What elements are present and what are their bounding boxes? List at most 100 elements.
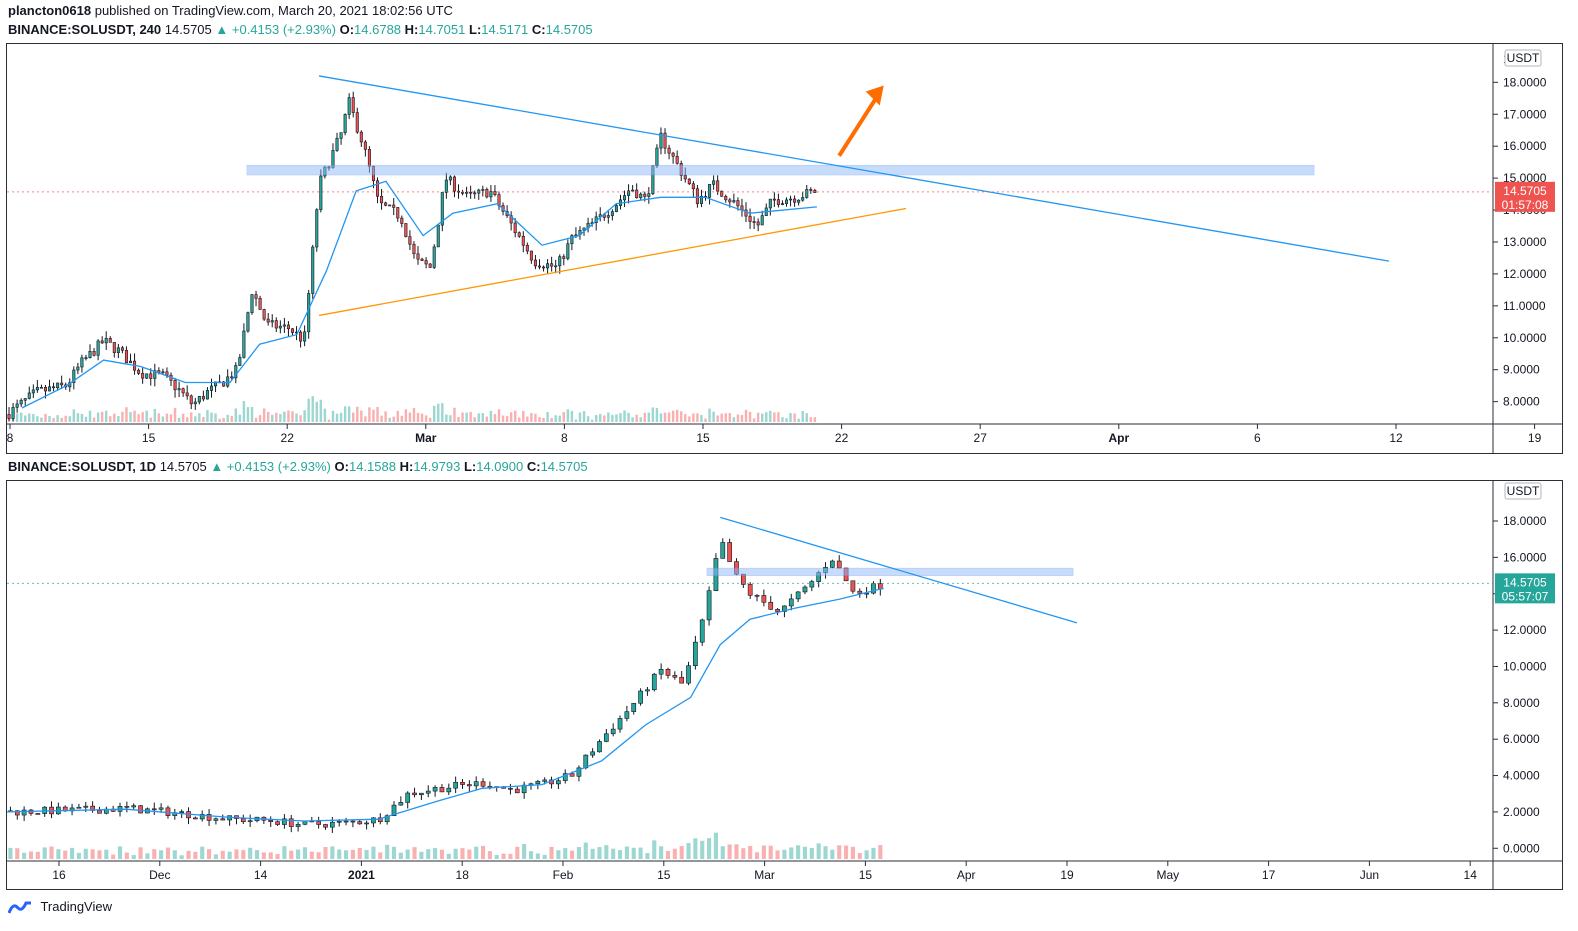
candle-body (201, 396, 205, 400)
candle-body (141, 373, 145, 379)
volume-bar (227, 851, 232, 859)
time-tick-label: Mar (415, 431, 437, 445)
close-label: C: (531, 22, 546, 37)
volume-bar (226, 414, 229, 422)
price-tick-label: 0.0000 (1503, 841, 1540, 855)
price-tick-label: 16.0000 (1503, 550, 1547, 564)
candle-body (436, 224, 440, 248)
volume-bar (113, 413, 116, 422)
candle-body (675, 155, 679, 164)
volume-bar (32, 414, 35, 422)
volume-bar (576, 847, 581, 859)
candle-body (679, 676, 685, 684)
volume-bar (732, 417, 736, 422)
volume-bar (809, 417, 813, 422)
time-tick-label: 12 (1389, 431, 1403, 445)
volume-bar (597, 847, 602, 859)
price-tick-label: 12.0000 (1503, 623, 1547, 637)
candle-body (367, 149, 371, 167)
volume-bar (530, 413, 533, 422)
candle-body (316, 821, 322, 825)
time-tick-label: 8 (7, 431, 14, 445)
volume-bar (275, 854, 280, 859)
low-label: L: (463, 459, 477, 474)
volume-bar (590, 419, 594, 422)
candle-body (96, 340, 100, 356)
candle-body (254, 294, 258, 299)
volume-bar (793, 413, 796, 422)
volume-bar (801, 411, 804, 422)
volume-bar (707, 838, 712, 859)
candle-body (452, 176, 456, 192)
volume-bar (570, 410, 574, 422)
candle-body (667, 147, 671, 154)
volume-bar (145, 853, 150, 859)
chart-pane-240[interactable]: 18.000017.000016.000015.000014.000013.00… (6, 43, 1563, 454)
candle-body (88, 350, 92, 358)
candle-body (558, 256, 562, 267)
price-tick-label: 10.0000 (1503, 331, 1547, 345)
time-tick-label: 16 (52, 868, 66, 882)
candle-body (408, 236, 412, 245)
volume-bar (169, 414, 173, 422)
volume-bar (651, 407, 655, 422)
candle-body (761, 595, 767, 603)
price-tag-value: 14.5705 (1503, 575, 1547, 589)
candle-body (687, 178, 691, 185)
volume-bar (193, 851, 198, 859)
volume-bar (80, 413, 84, 422)
volume-bar (667, 412, 671, 422)
volume-bar (275, 412, 278, 422)
candle-body (627, 190, 631, 196)
chart-pane-1d[interactable]: 18.000016.000014.000012.000010.00008.000… (6, 480, 1563, 890)
tradingview-footer[interactable]: TradingView (7, 898, 112, 916)
volume-bar (412, 847, 417, 859)
volume-bar (728, 413, 732, 422)
symbol-label[interactable]: BINANCE:SOLUSDT, 240 (8, 22, 162, 37)
time-tick-label: 18 (456, 868, 470, 882)
volume-bar (266, 411, 270, 422)
candle-body (266, 318, 270, 323)
volume-bar (261, 852, 266, 859)
time-tick-label: 8 (561, 431, 568, 445)
candle-body (412, 792, 417, 796)
price-tick-label: 12.0000 (1503, 267, 1547, 281)
candle-body (797, 199, 801, 203)
candle-body (323, 824, 328, 828)
volume-bar (282, 846, 287, 859)
resistance-zone (706, 567, 1074, 576)
candle-body (97, 810, 102, 814)
volume-bar (22, 852, 27, 859)
descending-trendline (318, 75, 1390, 262)
volume-bar (558, 415, 561, 422)
candle-body (303, 331, 307, 342)
volume-bar (194, 416, 197, 422)
volume-bar (469, 411, 472, 422)
candle-body (481, 189, 485, 191)
volume-bar (84, 416, 88, 422)
volume-bar (412, 408, 416, 422)
candle-body (100, 340, 104, 344)
candle-body (420, 258, 424, 261)
candle-body (508, 788, 513, 790)
candle-body (268, 819, 274, 823)
candle-body (671, 152, 675, 157)
volume-bar (296, 849, 301, 859)
volume-bar (327, 419, 331, 422)
symbol-label[interactable]: BINANCE:SOLUSDT, 1D (8, 459, 157, 474)
volume-bar (117, 415, 120, 422)
chart-canvas-240[interactable]: 18.000017.000016.000015.000014.000013.00… (7, 44, 1562, 453)
volume-bar (481, 413, 485, 422)
price-tick-label: 18.0000 (1503, 75, 1547, 89)
volume-bar (522, 843, 527, 859)
volume-bar (56, 415, 59, 422)
volume-bar (871, 847, 876, 859)
candle-body (335, 138, 339, 151)
author-name[interactable]: plancton0618 (8, 3, 92, 18)
candle-body (336, 820, 342, 823)
volume-bar (477, 413, 480, 422)
volume-bar (165, 413, 169, 422)
volume-bar (433, 848, 438, 859)
candle-body (27, 392, 31, 399)
chart-canvas-1d[interactable]: 18.000016.000014.000012.000010.00008.000… (7, 481, 1562, 889)
